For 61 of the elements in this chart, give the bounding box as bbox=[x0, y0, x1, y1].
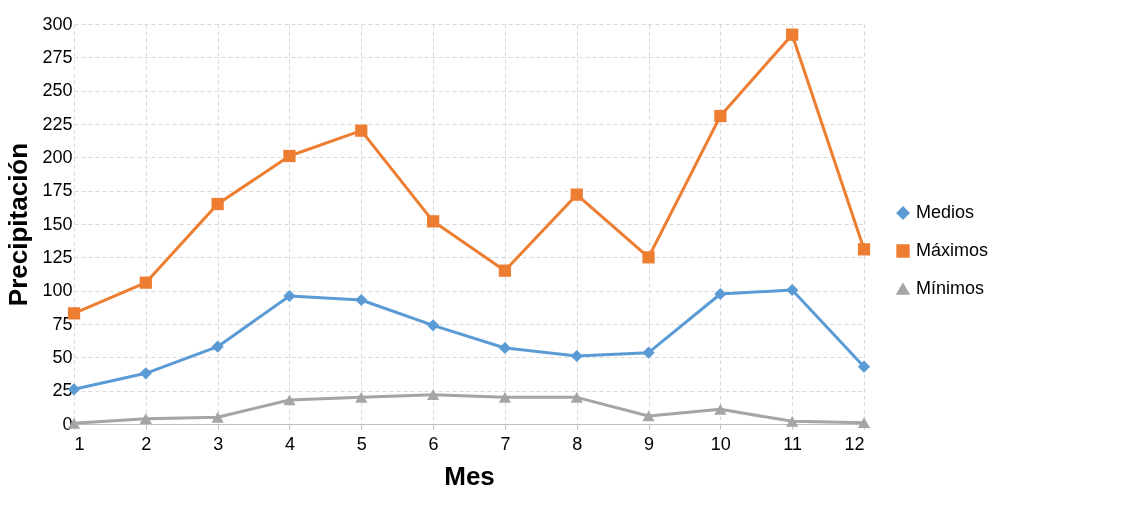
point bbox=[139, 276, 152, 289]
point bbox=[211, 340, 224, 353]
point bbox=[786, 416, 799, 427]
legend-label: Máximos bbox=[916, 240, 989, 260]
x-tick-label: 8 bbox=[572, 433, 583, 454]
y-tick-label: 225 bbox=[42, 113, 73, 134]
y-axis-title: Precipitación bbox=[3, 142, 34, 307]
y-tick-label: 200 bbox=[42, 146, 73, 167]
point bbox=[426, 215, 440, 228]
y-tick-label: 275 bbox=[42, 46, 73, 67]
x-tick-label: 7 bbox=[500, 433, 511, 454]
x-axis-title: Mes bbox=[444, 460, 495, 491]
y-tick-label: 175 bbox=[42, 180, 73, 201]
y-tick-label: 125 bbox=[42, 246, 73, 267]
point bbox=[139, 367, 152, 380]
point bbox=[714, 404, 727, 415]
point bbox=[426, 319, 440, 332]
point bbox=[786, 28, 799, 41]
point bbox=[211, 412, 224, 423]
point bbox=[211, 197, 224, 211]
x-tick-label: 6 bbox=[428, 433, 439, 454]
point bbox=[857, 360, 871, 373]
point bbox=[139, 413, 152, 424]
y-tick-label: 50 bbox=[52, 346, 73, 367]
x-tick-label: 12 bbox=[844, 433, 865, 454]
x-tick-label: 3 bbox=[213, 433, 224, 454]
point bbox=[498, 341, 512, 355]
point bbox=[283, 394, 296, 406]
point bbox=[857, 417, 871, 428]
x-tick-label: 1 bbox=[74, 433, 85, 454]
point bbox=[355, 293, 368, 307]
point bbox=[283, 289, 296, 303]
point bbox=[426, 389, 440, 400]
point bbox=[786, 283, 799, 297]
point bbox=[642, 251, 655, 264]
point bbox=[857, 243, 871, 256]
point bbox=[498, 392, 512, 403]
x-tick-label: 11 bbox=[783, 433, 803, 454]
y-tick-label: 250 bbox=[42, 80, 73, 101]
point bbox=[642, 346, 655, 359]
point bbox=[355, 392, 368, 403]
x-tick-label: 2 bbox=[141, 433, 152, 454]
y-tick-label: 150 bbox=[42, 213, 73, 234]
y-tick-label: 75 bbox=[52, 313, 73, 334]
x-tick-label: 10 bbox=[710, 433, 731, 454]
legend-label: Medios bbox=[916, 202, 975, 222]
y-tick-label: 300 bbox=[42, 13, 73, 34]
point bbox=[355, 124, 368, 137]
point bbox=[570, 349, 583, 363]
point bbox=[642, 410, 655, 422]
x-tick-label: 9 bbox=[644, 433, 655, 454]
point bbox=[714, 287, 727, 301]
legend-label: Mínimos bbox=[916, 278, 985, 298]
y-tick-label: 100 bbox=[42, 280, 73, 301]
point bbox=[570, 188, 583, 201]
point bbox=[498, 264, 512, 277]
point bbox=[283, 149, 296, 163]
x-tick-label: 4 bbox=[284, 433, 295, 454]
x-tick-label: 5 bbox=[356, 433, 367, 454]
point bbox=[714, 109, 727, 123]
point bbox=[570, 392, 583, 403]
